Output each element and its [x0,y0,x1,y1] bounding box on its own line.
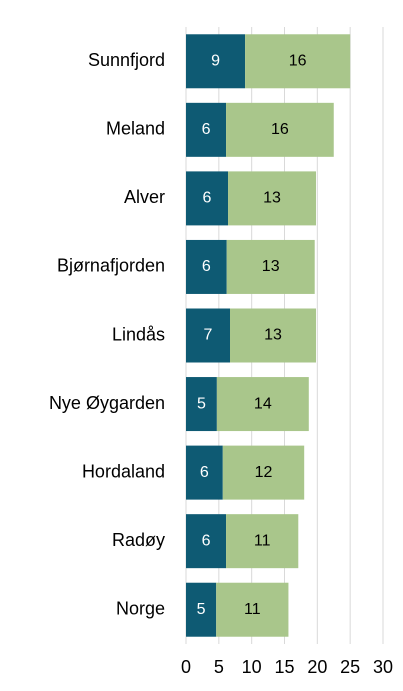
data-label: 11 [254,532,271,549]
bar-segment [229,308,317,363]
x-tick-label: 10 [242,657,262,677]
data-label: 14 [254,395,272,412]
data-label: 7 [204,327,213,344]
category-label: Bjørnafjorden [57,256,165,276]
x-tick-label: 15 [274,657,294,677]
category-label: Meland [106,119,165,139]
data-label: 13 [264,327,282,344]
data-label: 13 [263,190,281,207]
data-label: 6 [203,190,212,207]
data-label: 6 [202,121,211,138]
x-tick-label: 30 [373,657,393,677]
data-label: 6 [202,532,211,549]
category-label: Nye Øygarden [49,393,165,413]
bar-segment [186,308,230,363]
bar-segment [186,582,217,637]
data-label: 6 [200,464,209,481]
data-label: 6 [202,258,211,275]
data-label: 16 [289,52,307,69]
category-label: Alver [124,187,165,207]
bar-segment [216,582,289,637]
x-tick-label: 0 [181,657,191,677]
bar-segment [186,171,229,226]
data-label: 11 [244,601,261,618]
data-label: 5 [197,601,206,618]
x-tick-label: 25 [340,657,360,677]
category-label: Norge [116,598,165,618]
category-label: Radøy [112,530,165,550]
bar-segment [186,445,223,500]
bar-segment [216,377,309,432]
category-label: Sunnfjord [88,50,165,70]
category-label: Hordaland [82,461,165,481]
bar-segment [186,102,227,157]
bar-segment [186,239,227,294]
bar-segment [245,34,351,89]
data-label: 12 [255,464,273,481]
bar-segment [186,514,227,569]
category-label: Lindås [112,324,165,344]
data-label: 13 [262,258,280,275]
bar-segment [186,34,246,89]
x-tick-label: 20 [307,657,327,677]
data-label: 16 [271,121,289,138]
bar-segment [228,171,317,226]
bar-segment [186,377,217,432]
bar-segment [226,514,299,569]
x-tick-label: 5 [214,657,224,677]
bar-segment [226,102,334,157]
bar-segment [222,445,305,500]
bar-segment [226,239,315,294]
data-label: 5 [197,395,206,412]
data-label: 9 [211,52,220,69]
